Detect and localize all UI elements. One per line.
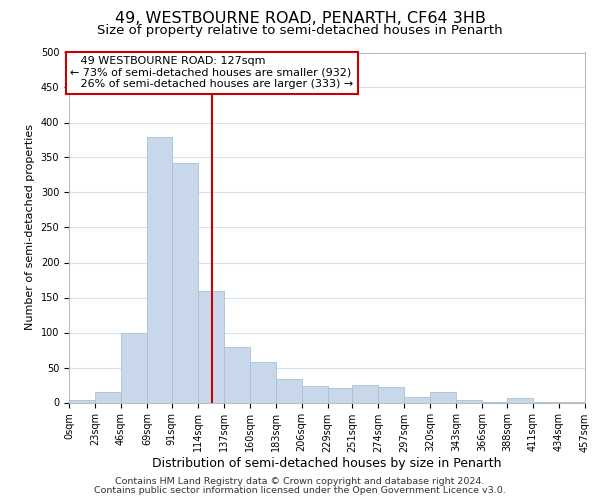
Bar <box>404 397 430 402</box>
Bar <box>224 346 250 403</box>
Bar <box>275 380 302 402</box>
Bar <box>147 136 172 402</box>
Text: 49 WESTBOURNE ROAD: 127sqm
← 73% of semi-detached houses are smaller (932)
   26: 49 WESTBOURNE ROAD: 127sqm ← 73% of semi… <box>70 56 353 89</box>
Bar <box>352 385 379 402</box>
Bar <box>69 400 95 402</box>
Bar <box>302 386 328 402</box>
Bar <box>507 398 533 402</box>
Text: Contains HM Land Registry data © Crown copyright and database right 2024.: Contains HM Land Registry data © Crown c… <box>115 477 485 486</box>
Bar <box>121 332 147 402</box>
Bar <box>198 290 224 403</box>
Bar <box>430 392 456 402</box>
Bar <box>379 387 404 402</box>
Text: Contains public sector information licensed under the Open Government Licence v3: Contains public sector information licen… <box>94 486 506 495</box>
Bar <box>456 400 482 402</box>
Text: 49, WESTBOURNE ROAD, PENARTH, CF64 3HB: 49, WESTBOURNE ROAD, PENARTH, CF64 3HB <box>115 11 485 26</box>
Bar <box>328 388 352 402</box>
Bar <box>95 392 121 402</box>
X-axis label: Distribution of semi-detached houses by size in Penarth: Distribution of semi-detached houses by … <box>152 457 502 470</box>
Y-axis label: Number of semi-detached properties: Number of semi-detached properties <box>25 124 35 330</box>
Text: Size of property relative to semi-detached houses in Penarth: Size of property relative to semi-detach… <box>97 24 503 37</box>
Bar <box>172 163 198 402</box>
Bar <box>250 362 275 403</box>
